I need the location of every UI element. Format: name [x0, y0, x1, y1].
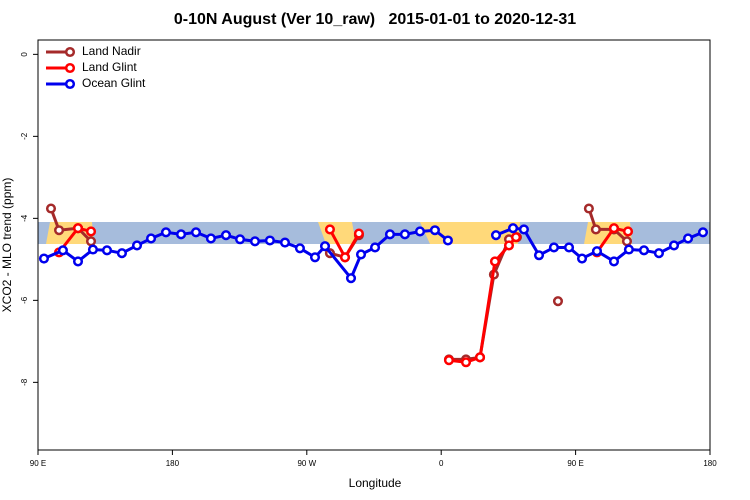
- data-point: [653, 248, 664, 259]
- data-point: [442, 235, 453, 246]
- data-point: [638, 245, 650, 256]
- data-point: [384, 229, 396, 240]
- data-point: [205, 233, 216, 244]
- data-point: [552, 296, 564, 307]
- data-point: [190, 227, 202, 238]
- data-point: [533, 250, 545, 261]
- data-point: [72, 256, 84, 267]
- y-tick-label: 0: [20, 52, 29, 57]
- data-point: [131, 240, 143, 251]
- data-point: [414, 226, 426, 237]
- data-point: [576, 253, 588, 264]
- data-point: [621, 236, 633, 247]
- data-point: [101, 245, 113, 256]
- data-point: [145, 233, 157, 244]
- data-point: [249, 236, 261, 247]
- data-point: [279, 237, 291, 248]
- x-tick-label: 90 E: [567, 459, 583, 468]
- chart-title: 0-10N August (Ver 10_raw) 2015-01-01 to …: [174, 11, 576, 28]
- data-point: [339, 252, 351, 263]
- y-tick-label: -8: [20, 378, 29, 386]
- data-point: [608, 223, 620, 234]
- data-point: [443, 355, 455, 366]
- data-point: [72, 223, 84, 234]
- x-tick-label: 90 E: [30, 459, 46, 468]
- x-axis-label: Longitude: [349, 476, 402, 490]
- legend-label: Land Nadir: [82, 44, 141, 58]
- data-point: [319, 241, 331, 252]
- data-point: [583, 203, 594, 214]
- data-point: [38, 253, 50, 264]
- series-line: [57, 226, 629, 364]
- data-point: [608, 256, 620, 267]
- data-point: [429, 225, 440, 236]
- x-tick-label: 180: [703, 459, 717, 468]
- data-point: [460, 357, 472, 368]
- data-point: [160, 227, 172, 238]
- y-tick-label: -6: [20, 296, 29, 304]
- data-point: [309, 252, 321, 263]
- data-point: [668, 240, 680, 251]
- data-point: [264, 235, 275, 246]
- data-point: [507, 223, 519, 234]
- data-point: [324, 224, 335, 235]
- legend-marker: [64, 46, 76, 58]
- legend-marker: [64, 62, 76, 74]
- data-point: [85, 226, 97, 237]
- data-point: [548, 242, 559, 253]
- x-tick-label: 180: [166, 459, 180, 468]
- data-point: [85, 236, 97, 247]
- data-point: [57, 245, 68, 256]
- data-point: [591, 246, 603, 257]
- data-point: [369, 242, 381, 253]
- x-tick-label: 90 W: [297, 459, 316, 468]
- data-point: [355, 249, 367, 260]
- data-point: [510, 232, 522, 243]
- data-point: [234, 234, 246, 245]
- data-point: [176, 229, 187, 240]
- data-point: [682, 233, 694, 244]
- data-point: [563, 242, 575, 253]
- data-point: [697, 227, 709, 238]
- data-point: [87, 244, 99, 255]
- y-tick-label: -2: [20, 132, 29, 140]
- data-point: [474, 352, 486, 363]
- data-point: [353, 228, 364, 239]
- data-point: [54, 225, 65, 236]
- x-tick-label: 0: [439, 459, 444, 468]
- data-point: [45, 203, 57, 214]
- plot-frame: [37, 39, 711, 451]
- legend-label: Ocean Glint: [82, 76, 146, 90]
- data-point: [503, 240, 515, 251]
- data-point: [220, 230, 232, 241]
- data-point: [399, 229, 410, 240]
- data-point: [294, 243, 305, 254]
- y-axis-label: XCO2 - MLO trend (ppm): [0, 178, 14, 313]
- data-point: [518, 224, 529, 235]
- data-point: [489, 256, 501, 267]
- data-point: [623, 244, 634, 255]
- legend-marker: [64, 78, 76, 90]
- y-tick-label: -4: [20, 214, 29, 222]
- legend-label: Land Glint: [82, 60, 137, 74]
- data-point: [490, 230, 502, 241]
- data-point: [116, 248, 127, 259]
- data-point: [345, 273, 357, 284]
- data-point: [622, 226, 634, 237]
- data-point: [590, 224, 601, 235]
